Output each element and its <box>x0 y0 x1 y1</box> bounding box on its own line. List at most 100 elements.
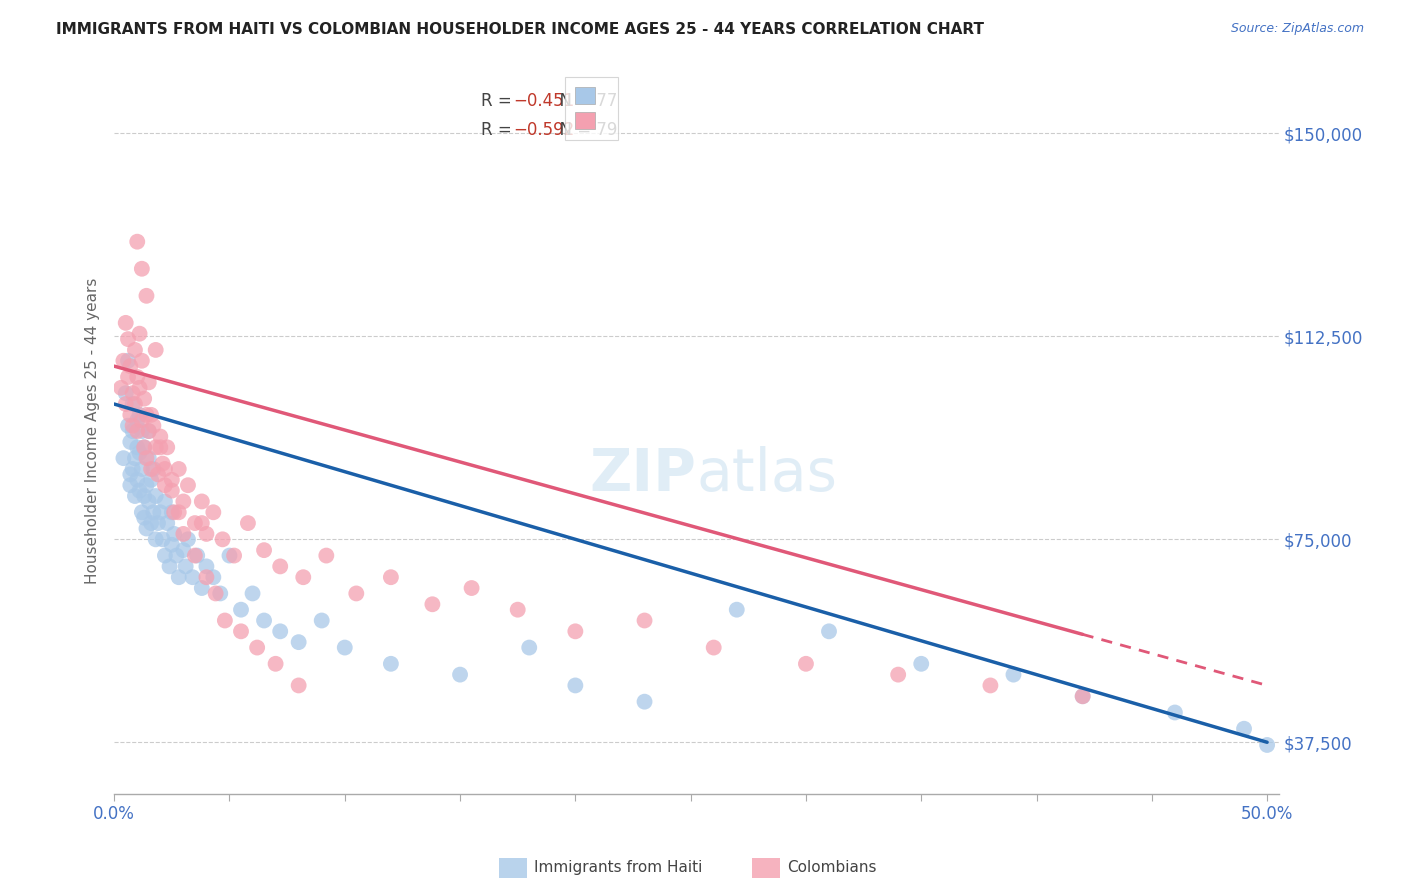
Point <box>160 473 183 487</box>
Point <box>979 678 1001 692</box>
Point <box>120 359 142 373</box>
Point <box>153 462 176 476</box>
Point <box>287 635 309 649</box>
Point <box>114 386 136 401</box>
Point <box>128 326 150 341</box>
Point <box>131 413 153 427</box>
Point <box>236 516 259 530</box>
Text: Source: ZipAtlas.com: Source: ZipAtlas.com <box>1230 22 1364 36</box>
Point <box>633 695 655 709</box>
Point <box>156 440 179 454</box>
Point <box>127 235 149 249</box>
Point <box>121 418 143 433</box>
Point <box>139 473 162 487</box>
Point <box>124 397 146 411</box>
Point <box>138 494 160 508</box>
Point <box>127 370 149 384</box>
Point <box>333 640 356 655</box>
Point <box>114 397 136 411</box>
Point <box>139 462 162 476</box>
Point <box>222 549 245 563</box>
Point <box>114 316 136 330</box>
Point <box>167 570 190 584</box>
Point <box>202 505 225 519</box>
Point <box>517 640 540 655</box>
Point <box>145 489 167 503</box>
Point <box>134 440 156 454</box>
Point <box>887 667 910 681</box>
Point <box>1071 690 1094 704</box>
Point <box>174 559 197 574</box>
Text: atlas: atlas <box>696 446 838 503</box>
Point <box>138 451 160 466</box>
Point <box>191 581 214 595</box>
Point <box>177 478 200 492</box>
Point <box>124 489 146 503</box>
Point <box>117 370 139 384</box>
Point <box>160 483 183 498</box>
Text: N = 79: N = 79 <box>548 121 617 139</box>
Point <box>142 418 165 433</box>
Point <box>1164 706 1187 720</box>
Point <box>181 570 204 584</box>
Point <box>242 586 264 600</box>
Point <box>131 261 153 276</box>
Point <box>134 489 156 503</box>
Text: ZIP: ZIP <box>589 446 696 503</box>
Point <box>910 657 932 671</box>
Point <box>287 678 309 692</box>
Point <box>311 614 333 628</box>
Point <box>725 602 748 616</box>
Point <box>156 516 179 530</box>
Point <box>120 408 142 422</box>
Point <box>120 434 142 449</box>
Point <box>269 559 291 574</box>
Point <box>135 289 157 303</box>
Point <box>315 549 337 563</box>
Text: −0.451: −0.451 <box>513 92 575 110</box>
Point <box>191 494 214 508</box>
Point <box>152 457 174 471</box>
Text: R =: R = <box>481 121 517 139</box>
Point <box>344 586 367 600</box>
Point <box>128 408 150 422</box>
Point <box>152 533 174 547</box>
Legend: , : , <box>565 77 619 140</box>
Point <box>246 640 269 655</box>
Point <box>142 462 165 476</box>
Point <box>195 570 218 584</box>
Point <box>160 505 183 519</box>
Point <box>146 516 169 530</box>
Point <box>117 353 139 368</box>
Point <box>121 386 143 401</box>
Point <box>1071 690 1094 704</box>
Point <box>229 624 252 639</box>
Point <box>449 667 471 681</box>
Point <box>422 597 444 611</box>
Point <box>131 462 153 476</box>
Point <box>184 516 207 530</box>
Point <box>211 533 233 547</box>
Point <box>128 381 150 395</box>
Point <box>172 494 194 508</box>
Point <box>191 516 214 530</box>
Point <box>186 549 208 563</box>
Point <box>264 657 287 671</box>
Point <box>172 527 194 541</box>
Point <box>134 440 156 454</box>
Point <box>184 549 207 563</box>
Point <box>380 657 402 671</box>
Point <box>120 478 142 492</box>
Point <box>149 440 172 454</box>
Point <box>229 602 252 616</box>
Point <box>160 538 183 552</box>
Point <box>127 440 149 454</box>
Point <box>506 602 529 616</box>
Y-axis label: Householder Income Ages 25 - 44 years: Householder Income Ages 25 - 44 years <box>86 278 100 584</box>
Point <box>218 549 240 563</box>
Point <box>131 505 153 519</box>
Point <box>564 624 586 639</box>
Point <box>117 418 139 433</box>
Point <box>121 397 143 411</box>
Text: Colombians: Colombians <box>787 860 877 874</box>
